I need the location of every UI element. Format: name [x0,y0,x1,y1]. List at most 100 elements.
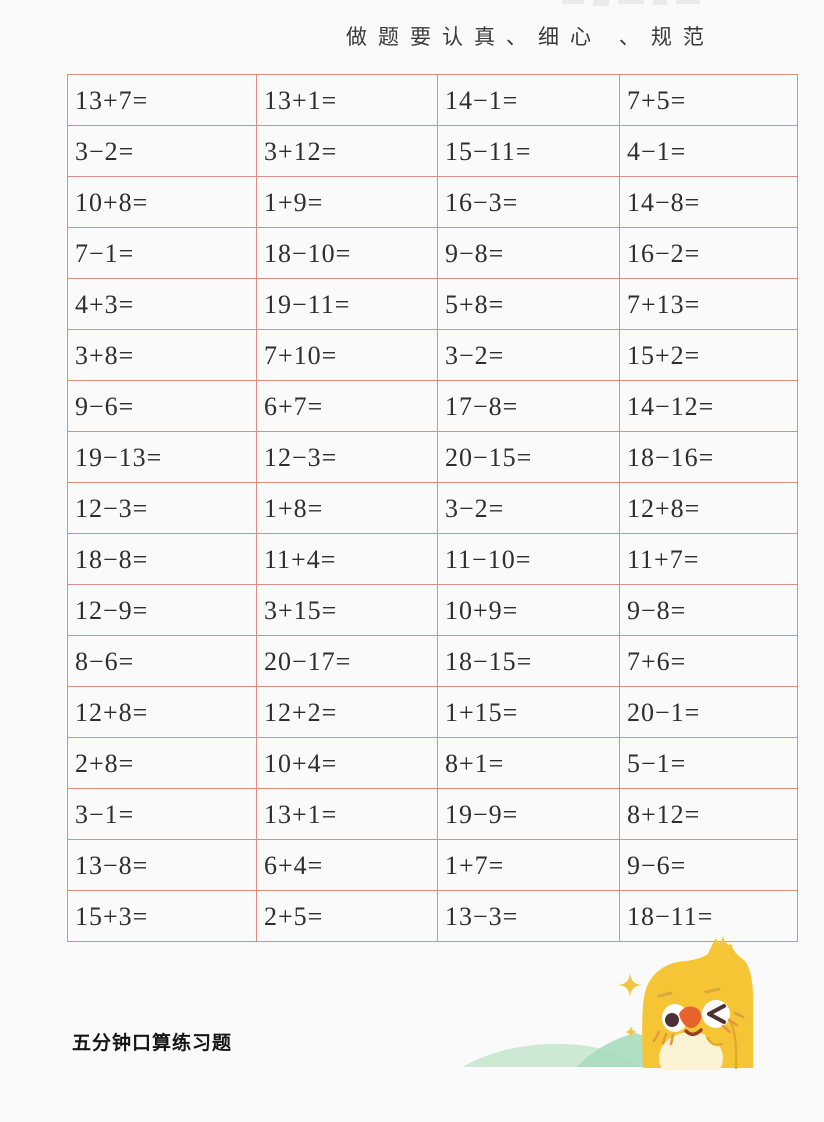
chick-beak [679,1006,702,1029]
problem-cell: 6+4= [256,839,438,891]
problem-cell: 7+6= [619,635,798,687]
problem-cell: 15+3= [67,890,257,942]
chick-left-eye [662,1004,688,1032]
problem-cell: 5+8= [437,278,620,330]
problem-cell: 18−15= [437,635,620,687]
table-row: 7−1= 18−10= 9−8= 16−2= [67,227,798,279]
problem-cell: 13+1= [256,74,438,126]
chick-body [642,938,753,1068]
problem-cell: 20−15= [437,431,620,483]
table-row: 8−6= 20−17= 18−15= 7+6= [67,635,798,687]
chick-belly [659,1032,723,1070]
problem-cell: 12+2= [256,686,438,738]
problem-cell: 15−11= [437,125,620,177]
problem-cell: 3−2= [67,125,257,177]
table-row: 15+3= 2+5= 13−3= 18−11= [67,890,798,942]
chick-mouth [684,1028,703,1036]
problem-cell: 18−8= [67,533,257,585]
problem-cell: 18−16= [619,431,798,483]
problem-cell: 8−6= [67,635,257,687]
problem-cell: 13+1= [256,788,438,840]
hill-dark [576,1033,646,1067]
problem-cell: 7+13= [619,278,798,330]
chick-left-pupil [665,1013,679,1027]
problem-cell: 12+8= [619,482,798,534]
sparkle-icon [618,935,734,1038]
chick-wink-icon [707,1004,726,1024]
chick-wing-fist [705,1021,729,1045]
header-motto: 做题要认真、细心 、规范 [346,26,715,49]
problem-cell: 9−6= [67,380,257,432]
problem-cell: 10+8= [67,176,257,228]
problem-cell: 15+2= [619,329,798,381]
problem-cell: 3−1= [67,788,257,840]
problem-cell: 16−3= [437,176,620,228]
problem-cell: 9−8= [437,227,620,279]
table-row: 3−2= 3+12= 15−11= 4−1= [67,125,798,177]
table-row: 12−3= 1+8= 3−2= 12+8= [67,482,798,534]
problem-cell: 8+1= [437,737,620,789]
problem-cell: 14−12= [619,380,798,432]
hill-light [462,1043,643,1067]
problem-cell: 11+7= [619,533,798,585]
table-row: 3−1= 13+1= 19−9= 8+12= [67,788,798,840]
mascot-chick-illustration [462,935,753,1070]
problem-cell: 10+4= [256,737,438,789]
table-row: 12−9= 3+15= 10+9= 9−8= [67,584,798,636]
chick-blush-left [652,1030,675,1046]
problem-cell: 2+5= [256,890,438,942]
problem-cell: 13−3= [437,890,620,942]
problem-cell: 19−11= [256,278,438,330]
problems-table: 13+7= 13+1= 14−1= 7+5= 3−2= 3+12= 15−11= 4−1= 10… [67,74,798,942]
problem-cell: 3+8= [67,329,257,381]
chick-blush-right [721,1011,745,1034]
problem-cell: 10+9= [437,584,620,636]
table-row: 13−8= 6+4= 1+7= 9−6= [67,839,798,891]
table-row: 12+8= 12+2= 1+15= 20−1= [67,686,798,738]
problem-cell: 5−1= [619,737,798,789]
problem-cell: 17−8= [437,380,620,432]
problem-cell: 7−1= [67,227,257,279]
problem-cell: 12−9= [67,584,257,636]
problem-cell: 20−1= [619,686,798,738]
problem-cell: 20−17= [256,635,438,687]
table-row: 4+3= 19−11= 5+8= 7+13= [67,278,798,330]
chick-right-eye [702,1000,730,1028]
problem-cell: 1+8= [256,482,438,534]
problem-cell: 7+10= [256,329,438,381]
table-row: 10+8= 1+9= 16−3= 14−8= [67,176,798,228]
problem-cell: 18−10= [256,227,438,279]
problem-cell: 3−2= [437,482,620,534]
problem-cell: 11−10= [437,533,620,585]
chick-brows [657,987,721,998]
table-row: 13+7= 13+1= 14−1= 7+5= [67,74,798,126]
problem-cell: 14−1= [437,74,620,126]
problem-cell: 14−8= [619,176,798,228]
problem-cell: 2+8= [67,737,257,789]
problem-cell: 9−6= [619,839,798,891]
problem-cell: 3+12= [256,125,438,177]
problem-cell: 16−2= [619,227,798,279]
problem-cell: 7+5= [619,74,798,126]
problem-cell: 1+7= [437,839,620,891]
problem-cell: 18−11= [619,890,798,942]
problem-cell: 4−1= [619,125,798,177]
problem-cell: 19−13= [67,431,257,483]
problem-cell: 9−8= [619,584,798,636]
problem-cell: 1+9= [256,176,438,228]
problem-cell: 4+3= [67,278,257,330]
problem-cell: 8+12= [619,788,798,840]
problem-cell: 13+7= [67,74,257,126]
problem-cell: 3+15= [256,584,438,636]
problem-cell: 12+8= [67,686,257,738]
footer-title: 五分钟口算练习题 [72,1033,233,1054]
problem-cell: 6+7= [256,380,438,432]
table-row: 9−6= 6+7= 17−8= 14−12= [67,380,798,432]
table-row: 18−8= 11+4= 11−10= 11+7= [67,533,798,585]
table-row: 2+8= 10+4= 8+1= 5−1= [67,737,798,789]
problem-cell: 13−8= [67,839,257,891]
problem-cell: 12−3= [67,482,257,534]
table-row: 3+8= 7+10= 3−2= 15+2= [67,329,798,381]
table-row: 19−13= 12−3= 20−15= 18−16= [67,431,798,483]
problem-cell: 1+15= [437,686,620,738]
